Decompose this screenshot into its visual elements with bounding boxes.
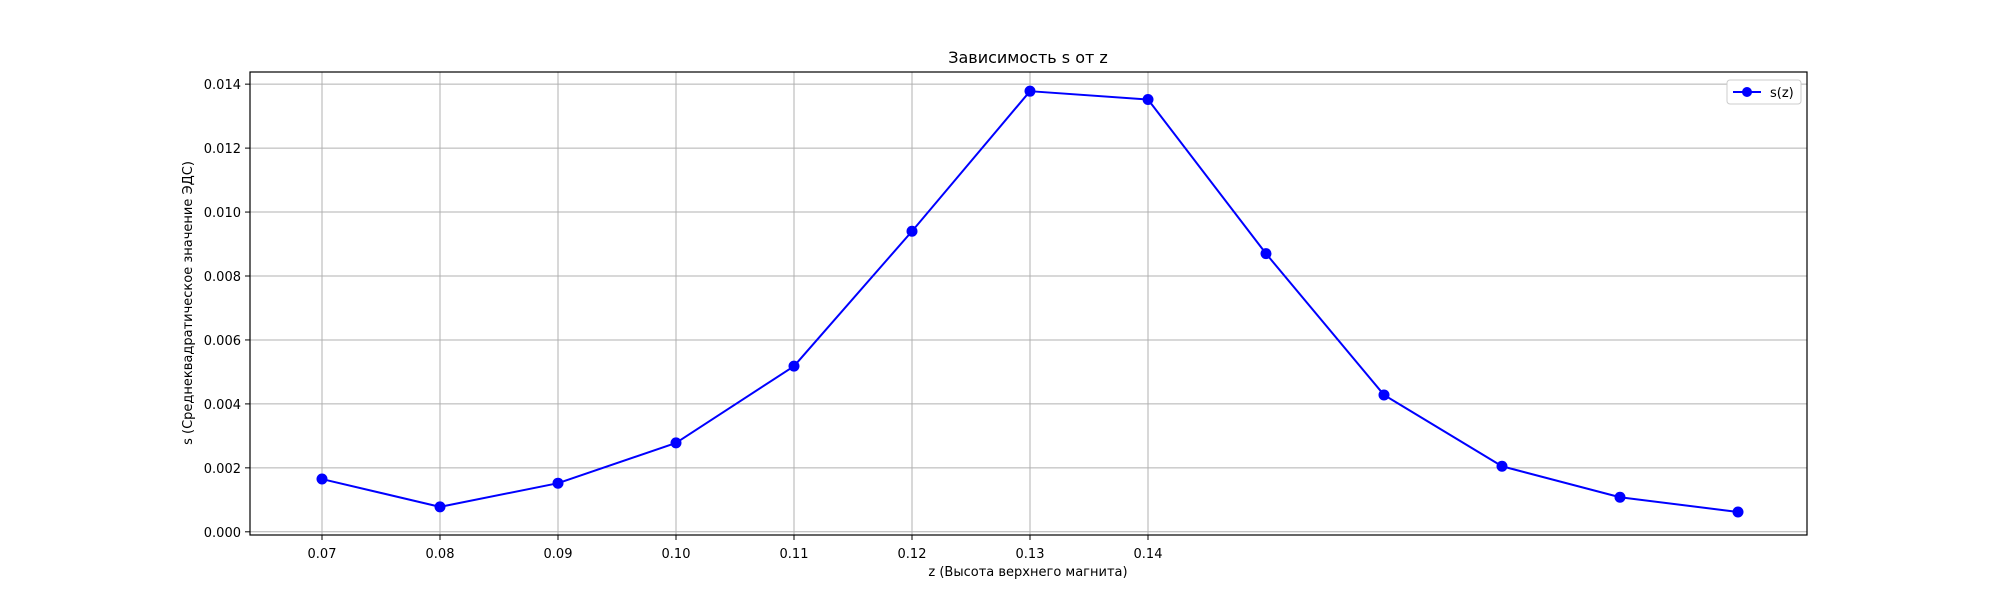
y-axis-label: s (Среднеквадратическое значение ЭДС) xyxy=(181,161,196,445)
x-tick-label: 0.12 xyxy=(898,547,927,562)
y-tick-label: 0.006 xyxy=(204,334,241,349)
legend-box xyxy=(1726,79,1802,105)
data-point xyxy=(1260,248,1272,260)
x-tick-label: 0.08 xyxy=(426,547,455,562)
legend: s(z) xyxy=(1726,79,1802,105)
data-point xyxy=(1614,491,1626,503)
x-tick-label: 0.10 xyxy=(662,547,691,562)
chart-title: Зависимость s от z xyxy=(948,48,1108,67)
data-point xyxy=(788,360,800,372)
legend-marker-swatch xyxy=(1742,87,1752,97)
x-tick-label: 0.13 xyxy=(1016,547,1045,562)
y-tick-label: 0.008 xyxy=(204,270,241,285)
series-markers xyxy=(316,85,1744,518)
data-point xyxy=(670,437,682,449)
x-axis-label: z (Высота верхнего магнита) xyxy=(928,565,1127,580)
y-tick-label: 0.000 xyxy=(204,526,241,541)
data-point xyxy=(1732,506,1744,518)
axis-ticks: 0.07 0.08 0.09 0.10 0.11 0.12 0.13 0.14 0.000 0.0… xyxy=(204,78,1163,562)
y-tick-label: 0.002 xyxy=(204,462,241,477)
y-tick-label: 0.004 xyxy=(204,398,241,413)
y-tick-label: 0.014 xyxy=(204,78,241,93)
x-tick-label: 0.14 xyxy=(1134,547,1163,562)
data-point xyxy=(1142,93,1154,105)
data-point xyxy=(552,477,564,489)
x-tick-label: 0.11 xyxy=(780,547,809,562)
x-tick-label: 0.09 xyxy=(544,547,573,562)
data-point xyxy=(1378,389,1390,401)
data-point xyxy=(1024,85,1036,97)
legend-label: s(z) xyxy=(1770,86,1794,101)
y-tick-label: 0.012 xyxy=(204,142,241,157)
plot-frame xyxy=(249,71,1808,536)
y-tick-label: 0.010 xyxy=(204,206,241,221)
data-point xyxy=(434,501,446,513)
data-point xyxy=(1496,460,1508,472)
data-point xyxy=(316,473,328,485)
data-point xyxy=(906,225,918,237)
grid-lines xyxy=(250,72,1807,535)
x-tick-label: 0.07 xyxy=(308,547,337,562)
